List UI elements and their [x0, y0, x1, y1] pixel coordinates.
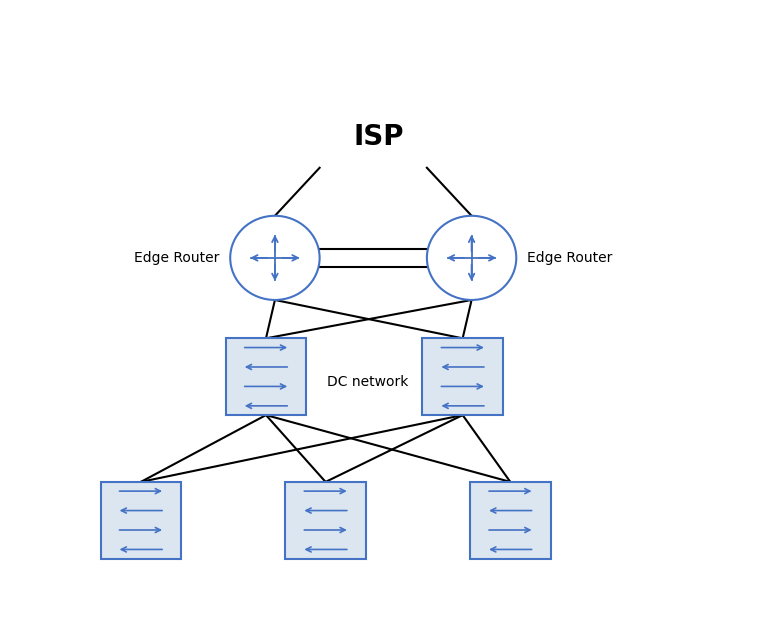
FancyBboxPatch shape [470, 482, 551, 559]
FancyBboxPatch shape [422, 338, 503, 415]
FancyBboxPatch shape [285, 482, 366, 559]
Ellipse shape [427, 216, 516, 300]
FancyBboxPatch shape [101, 482, 181, 559]
Text: Edge Router: Edge Router [134, 251, 219, 265]
Ellipse shape [230, 216, 320, 300]
FancyBboxPatch shape [226, 338, 306, 415]
Text: DC network: DC network [327, 375, 408, 388]
Text: ISP: ISP [354, 123, 404, 150]
Text: Edge Router: Edge Router [528, 251, 613, 265]
